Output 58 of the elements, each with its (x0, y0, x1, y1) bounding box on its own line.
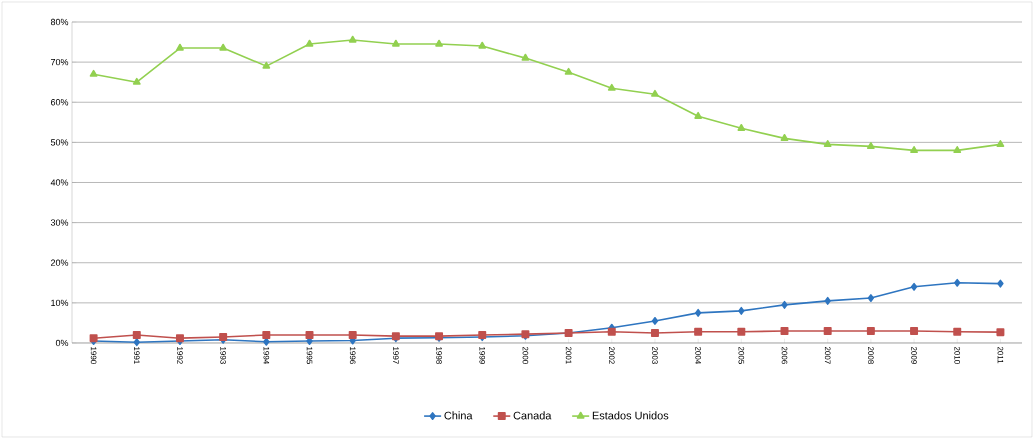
y-tick-label: 60% (51, 99, 69, 106)
point (132, 330, 141, 339)
point (89, 69, 98, 77)
point (866, 142, 875, 149)
point (694, 308, 702, 317)
point (651, 316, 659, 325)
point (348, 35, 357, 43)
point (694, 111, 703, 119)
point (133, 338, 140, 347)
y-tick-label: 50% (50, 139, 69, 146)
point (737, 327, 746, 336)
point (996, 328, 1005, 337)
point (823, 139, 832, 147)
y-tick-label: 70% (51, 58, 69, 66)
point (996, 139, 1005, 147)
point (132, 77, 141, 85)
point (737, 123, 746, 131)
legend-label: Estados Unidos (592, 411, 669, 420)
point (997, 279, 1004, 288)
point (694, 327, 703, 336)
point (824, 296, 831, 305)
point (564, 67, 573, 75)
y-tick-label: 30% (50, 219, 69, 226)
point (305, 330, 314, 339)
point (262, 330, 271, 339)
y-tick-label: 20% (51, 259, 69, 266)
point (954, 278, 961, 287)
point (650, 328, 659, 337)
y-tick-label: 10% (51, 299, 69, 307)
point (348, 330, 357, 339)
point (910, 146, 918, 153)
point (953, 327, 962, 336)
point (219, 43, 228, 51)
legend-label: Canada (513, 411, 552, 420)
point (607, 83, 616, 91)
y-tick-label: 80% (50, 18, 69, 26)
point (305, 39, 314, 47)
point (780, 133, 789, 141)
y-tick-label: 0% (55, 339, 69, 347)
point (953, 146, 962, 153)
point (651, 89, 659, 97)
point (176, 43, 184, 51)
point (910, 326, 919, 335)
point (910, 282, 918, 291)
legend-label: China (444, 411, 473, 420)
point (780, 326, 789, 335)
point (262, 61, 271, 69)
point (866, 326, 875, 335)
point (823, 326, 832, 335)
point (521, 53, 530, 61)
point (607, 327, 616, 336)
y-tick-label: 40% (50, 179, 69, 186)
point (391, 39, 400, 47)
point (781, 300, 788, 309)
point (738, 306, 745, 315)
point (867, 294, 875, 303)
point (435, 39, 443, 47)
point (478, 41, 487, 49)
